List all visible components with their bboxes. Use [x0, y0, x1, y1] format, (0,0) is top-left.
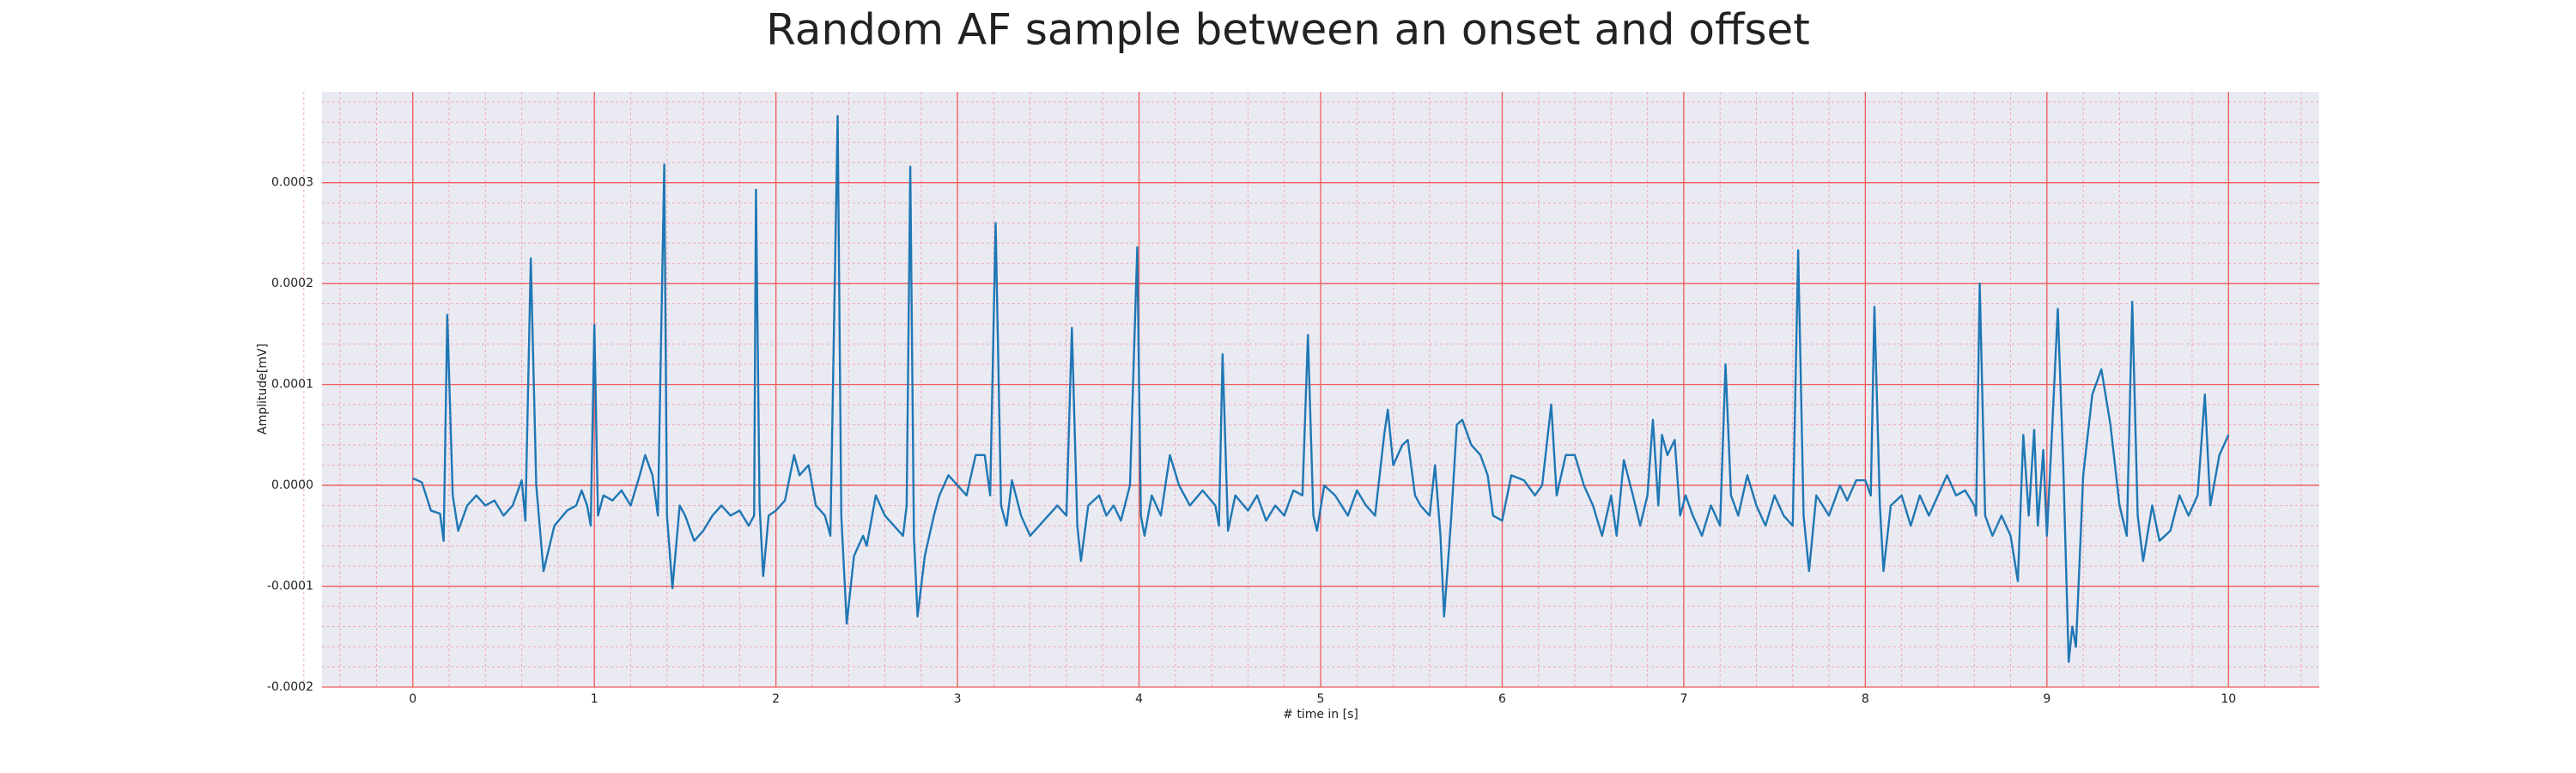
grid [303, 92, 2319, 688]
x-tick-label: 5 [1317, 692, 1325, 706]
x-tick-label: 1 [591, 692, 598, 706]
signal-line [412, 114, 2230, 663]
y-tick-label: -0.0002 [267, 680, 313, 694]
x-tick-label: 4 [1135, 692, 1143, 706]
chart-title: Random AF sample between an onset and of… [766, 5, 1810, 55]
labels: 0 1 2 3 4 5 6 7 8 9 10 -0.0002 -0.0001 0.0000 0.0001 0.… [267, 176, 2236, 706]
y-tick-label: 0.0002 [271, 277, 313, 290]
y-tick-label: -0.0001 [267, 580, 313, 593]
marks [412, 114, 2230, 663]
x-tick-label: 7 [1680, 692, 1687, 706]
x-tick-label: 0 [409, 692, 416, 706]
x-axis-label: # time in [s] [1283, 708, 1358, 721]
y-tick-label: 0.0003 [271, 176, 313, 190]
y-tick-label: 0.0000 [271, 478, 313, 492]
x-tick-label: 3 [954, 692, 962, 706]
y-axis-label: Amplitude[mV] [256, 344, 270, 435]
x-tick-label: 2 [772, 692, 780, 706]
x-tick-label: 9 [2043, 692, 2050, 706]
x-tick-label: 8 [1862, 692, 1869, 706]
x-tick-label: 6 [1498, 692, 1506, 706]
y-tick-label: 0.0001 [271, 378, 313, 392]
x-tick-label: 10 [2221, 692, 2236, 706]
